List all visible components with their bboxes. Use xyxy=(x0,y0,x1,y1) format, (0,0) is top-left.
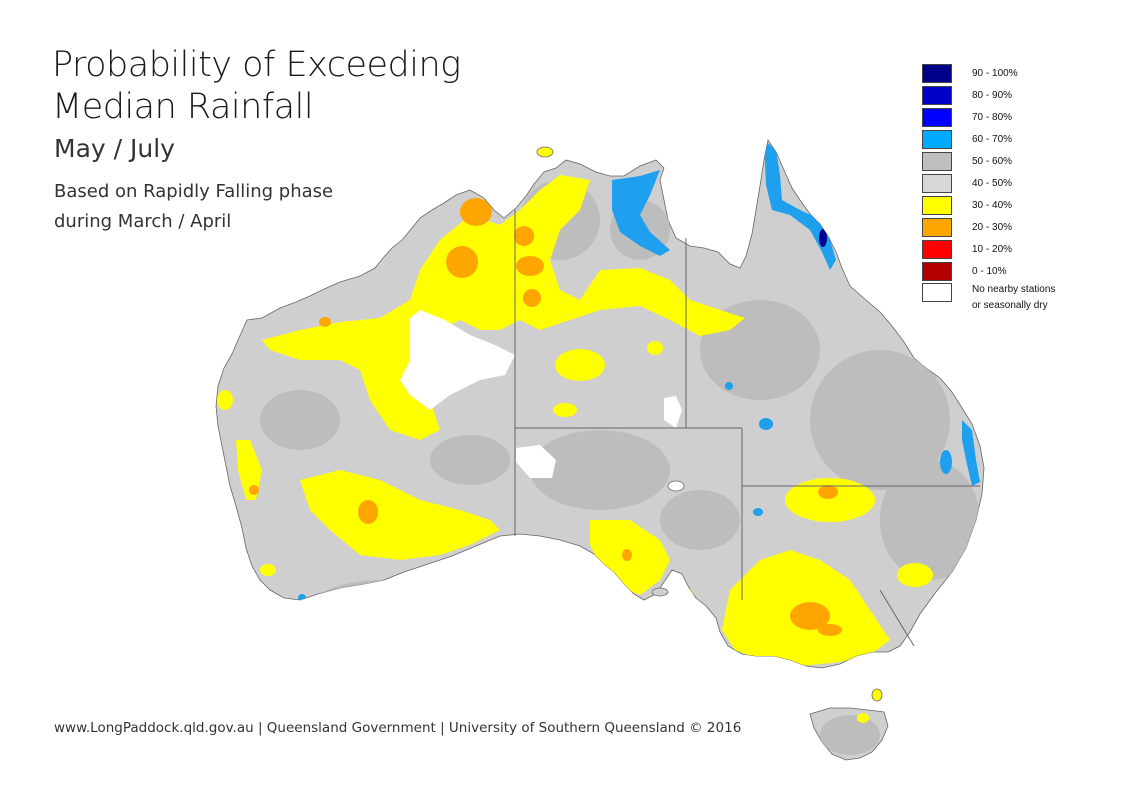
legend-item: 0 - 10% xyxy=(922,260,1112,282)
region-90-100 xyxy=(819,229,827,247)
source-credit: www.LongPaddock.qld.gov.au | Queensland … xyxy=(54,720,742,736)
legend-item: 90 - 100% xyxy=(922,62,1112,84)
probability-legend: 90 - 100% 80 - 90% 70 - 80% 60 - 70% 50 - 60… xyxy=(922,62,1112,317)
no-data-line-2: or seasonally dry xyxy=(972,300,1048,311)
legend-item: 80 - 90% xyxy=(922,84,1112,106)
probability-regions xyxy=(217,140,980,755)
legend-swatch xyxy=(922,239,952,259)
legend-swatch xyxy=(922,129,952,149)
legend-swatch xyxy=(922,107,952,127)
legend-label: 90 - 100% xyxy=(972,67,1018,79)
legend-item: 20 - 30% xyxy=(922,216,1112,238)
region-no-data xyxy=(400,310,682,478)
legend-label: 30 - 40% xyxy=(972,199,1013,211)
state-borders xyxy=(514,210,980,647)
legend-label: 50 - 60% xyxy=(972,155,1013,167)
region-20-30 xyxy=(249,198,842,636)
legend-swatch xyxy=(922,63,952,83)
no-data-line-1: No nearby stations xyxy=(972,284,1056,295)
legend-item: 40 - 50% xyxy=(922,172,1112,194)
description-line-2: during March / April xyxy=(54,211,232,232)
phase-description: Based on Rapidly Falling phase during Ma… xyxy=(54,177,333,237)
legend-label-no-data: No nearby stations or seasonally dry xyxy=(972,282,1055,314)
islands xyxy=(536,146,883,702)
legend-swatch xyxy=(922,85,952,105)
description-line-1: Based on Rapidly Falling phase xyxy=(54,181,334,202)
legend-label: 20 - 30% xyxy=(972,221,1013,233)
legend-swatch xyxy=(922,261,952,281)
legend-item: 30 - 40% xyxy=(922,194,1112,216)
legend-item-no-data: No nearby stations or seasonally dry xyxy=(922,283,1112,317)
legend-swatch xyxy=(922,217,952,237)
legend-swatch xyxy=(922,151,952,171)
legend-label: 0 - 10% xyxy=(972,265,1007,277)
region-60-70 xyxy=(298,140,980,602)
legend-item: 10 - 20% xyxy=(922,238,1112,260)
legend-label: 60 - 70% xyxy=(972,133,1013,145)
legend-item: 70 - 80% xyxy=(922,106,1112,128)
period-subtitle: May / July xyxy=(54,134,175,163)
legend-label: 40 - 50% xyxy=(972,177,1013,189)
legend-swatch xyxy=(922,173,952,193)
title-line-1: Probability of Exceeding xyxy=(52,45,461,85)
map-title: Probability of Exceeding Median Rainfall xyxy=(52,44,461,128)
legend-label: 10 - 20% xyxy=(972,243,1013,255)
legend-swatch xyxy=(922,195,952,215)
legend-label: 80 - 90% xyxy=(972,89,1013,101)
legend-label: 70 - 80% xyxy=(972,111,1013,123)
legend-item: 60 - 70% xyxy=(922,128,1112,150)
legend-item: 50 - 60% xyxy=(922,150,1112,172)
title-line-2: Median Rainfall xyxy=(52,87,314,127)
legend-swatch-no-data xyxy=(922,283,952,302)
